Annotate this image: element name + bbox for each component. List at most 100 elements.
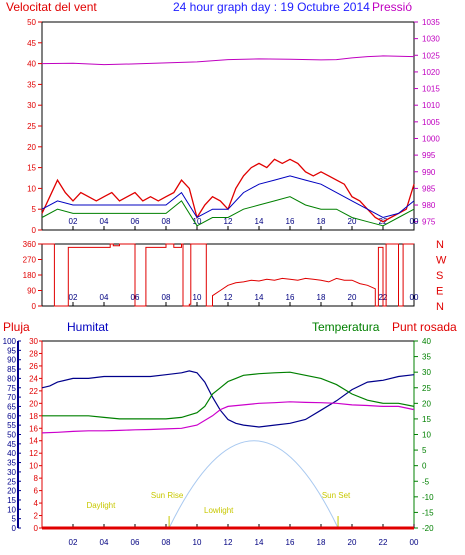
pressure-axis-tick-label: 985 [422,184,436,193]
sunset-label: Sun Set [322,491,351,500]
direction-x-tick-label: 04 [100,293,109,302]
wind-series-0 [41,158,415,223]
compass-label: S [436,270,443,282]
humidity-axis-tick-label: 40 [7,449,16,458]
wind-x-tick-label: 14 [255,217,264,226]
wind-axis-tick-label: 15 [27,164,36,173]
wind-x-tick-label: 16 [286,217,295,226]
wind-x-tick-label: 02 [69,217,78,226]
temp-x-tick-label: 22 [379,538,388,547]
temp-x-tick-label: 02 [69,538,78,547]
direction-axis-tick-label: 0 [32,302,37,311]
wind-axis-tick-label: 35 [27,80,36,89]
humidity-axis-tick-label: 95 [7,346,16,355]
temp-axis-tick-label: -15 [422,508,434,517]
humidity-axis-tick-label: 60 [7,412,16,421]
temp-axis-tick-label: -10 [422,493,434,502]
wind-series-2 [41,196,415,227]
pressure-label: Pressió [372,0,413,14]
temp-axis-tick-label: 0 [422,462,427,471]
direction-axis-tick-label: 180 [23,271,37,280]
direction-axis-tick-label: 360 [23,240,37,249]
compass-label: W [436,255,447,267]
wind-x-tick-label: 00 [410,217,419,226]
pressure-axis-tick-label: 1025 [422,51,440,60]
wind-axis-tick-label: 25 [27,122,36,131]
pressure-axis-tick-label: 1020 [422,68,440,77]
direction-x-tick-label: 02 [69,293,78,302]
sunrise-label: Sun Rise [151,491,184,500]
wind-axis-tick-label: 30 [27,101,36,110]
humidity-axis-tick-label: 50 [7,431,16,440]
humidity-axis-tick-label: 45 [7,440,16,449]
pressure-axis-tick-label: 995 [422,151,436,160]
temp-x-tick-label: 14 [255,538,264,547]
humidity-axis-tick-label: 25 [7,477,16,486]
rain-axis-tick-label: 20 [29,399,38,408]
wind-axis-tick-label: 20 [27,143,36,152]
rain-axis-tick-label: 12 [29,449,38,458]
humidity-axis-tick-label: 30 [7,468,16,477]
compass-label: E [436,286,443,298]
direction-x-tick-label: 00 [410,293,419,302]
humidity-axis-tick-label: 70 [7,393,16,402]
pressure-axis-tick-label: 1000 [422,134,440,143]
direction-x-tick-label: 18 [317,293,326,302]
temp-axis-tick-label: 40 [422,337,431,346]
pressure-axis-tick-label: 975 [422,218,436,227]
wind-x-tick-label: 10 [193,217,202,226]
temp-series-0 [41,370,415,428]
dew-point-label: Punt rosada [392,320,457,334]
rain-axis-tick-label: 16 [29,424,38,433]
humidity-axis-tick-label: 85 [7,365,16,374]
pressure-axis-tick-label: 1010 [422,101,440,110]
direction-x-tick-label: 12 [224,293,233,302]
wind-x-tick-label: 18 [317,217,326,226]
compass-label: N [436,239,444,251]
humidity-axis-tick-label: 100 [3,337,17,346]
humidity-axis-tick-label: 10 [7,505,16,514]
temp-axis-tick-label: -20 [422,524,434,533]
wind-axis-tick-label: 5 [32,205,37,214]
temp-axis-tick-label: 5 [422,446,427,455]
temp-axis-tick-label: 30 [422,368,431,377]
humidity-axis-tick-label: 80 [7,374,16,383]
humidity-axis-tick-label: 0 [12,524,17,533]
wind-x-tick-label: 08 [162,217,171,226]
pressure-axis-tick-label: 1030 [422,35,440,44]
temp-axis-tick-label: 20 [422,399,431,408]
direction-x-tick-label: 08 [162,293,171,302]
temp-x-tick-label: 04 [100,538,109,547]
humidity-axis-tick-label: 90 [7,356,16,365]
temp-x-tick-label: 06 [131,538,140,547]
temp-x-tick-label: 00 [410,538,419,547]
direction-axis-tick-label: 270 [23,256,37,265]
rain-axis-tick-label: 28 [29,349,38,358]
temp-x-tick-label: 12 [224,538,233,547]
graph-title: 24 hour graph day : 19 Octubre 2014 [173,0,370,14]
temp-x-tick-label: 20 [348,538,357,547]
direction-x-tick-label: 20 [348,293,357,302]
direction-series-0 [42,243,414,307]
wind-axis-tick-label: 10 [27,184,36,193]
temp-axis-tick-label: 15 [422,415,431,424]
rain-axis-tick-label: 6 [34,487,39,496]
wind-x-tick-label: 04 [100,217,109,226]
wind-x-tick-label: 12 [224,217,233,226]
wind-x-tick-label: 06 [131,217,140,226]
rain-axis-tick-label: 22 [29,387,38,396]
direction-x-tick-label: 10 [193,293,202,302]
humidity-axis-tick-label: 35 [7,459,16,468]
wind-axis-tick-label: 40 [27,60,36,69]
direction-x-tick-label: 14 [255,293,264,302]
temp-x-tick-label: 18 [317,538,326,547]
rain-axis-tick-label: 26 [29,362,38,371]
temp-axis-tick-label: 35 [422,353,431,362]
temp-x-tick-label: 16 [286,538,295,547]
temperature-label: Temperatura [312,320,380,334]
humidity-label: Humitat [67,320,109,334]
daylight-label: Daylight [86,501,116,510]
rain-label: Pluja [3,320,30,334]
